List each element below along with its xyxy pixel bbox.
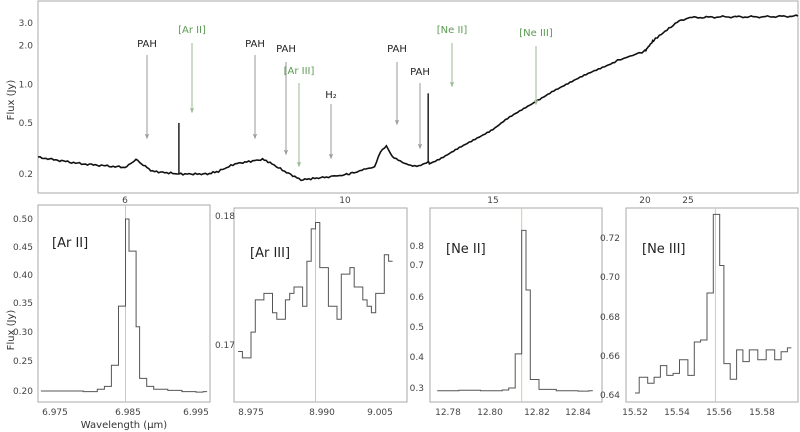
panel-xtick-label: 6.975	[42, 408, 68, 418]
panel-frame	[233, 207, 408, 403]
panel-ytick-label: 0.18	[215, 212, 235, 222]
overview-frame	[37, 0, 799, 194]
panel-ytick-label: 0.25	[13, 357, 33, 367]
panel-ytick-label: 0.45	[13, 243, 33, 253]
feature-annotation: PAH	[387, 44, 407, 126]
overview-ytick-label: 0.2	[19, 170, 33, 180]
arrow-head-icon	[145, 133, 149, 140]
annotation-label: [Ne II]	[437, 25, 468, 36]
zoom-panel-ne2: 0.8 0.7 0.6 0.5 0.4 0.3 12.78 12.80 12.82 12.84 [N…	[410, 207, 603, 418]
panel-xtick-label: 12.84	[565, 408, 591, 418]
overview-xtick-label: 6	[122, 196, 128, 206]
panel-title: [Ne II]	[446, 242, 486, 257]
overview-xtick-label: 25	[682, 196, 693, 206]
overview-xtick-label: 20	[639, 196, 651, 206]
feature-annotation: [Ne II]	[437, 25, 468, 88]
annotation-label: PAH	[410, 67, 430, 78]
panel-xtick-label: 12.78	[435, 408, 461, 418]
overview-xtick-label: 10	[339, 196, 351, 206]
panel-ytick-label: 0.72	[600, 234, 620, 244]
panel-ytick-label: 0.30	[13, 328, 33, 338]
panel-title: [Ne III]	[642, 242, 686, 257]
panel-ytick-label: 0.3	[410, 384, 424, 394]
feature-annotation: PAH	[410, 67, 430, 150]
panel-xtick-label: 12.80	[477, 408, 503, 418]
arrow-head-icon	[297, 161, 301, 168]
overview-spectrum-panel: 3.0 2.0 1.0 0.5 0.2 6 10 15 20 25 Flux (Jy) PAH [Ar …	[6, 0, 799, 206]
panel-ytick-label: 0.66	[600, 352, 620, 362]
overview-ytick-label: 1.0	[19, 80, 34, 90]
panel-ytick-label: 0.70	[600, 273, 620, 283]
panel-xtick-label: 15.54	[664, 408, 690, 418]
annotation-label: [Ne III]	[519, 28, 553, 39]
panel-xtick-label: 8.990	[309, 408, 335, 418]
panel-step-spectrum	[238, 222, 393, 359]
zoom-panels-xlabel: Wavelength (μm)	[81, 420, 168, 431]
overview-ytick-label: 0.5	[19, 119, 33, 129]
panel-ytick-label: 0.35	[13, 299, 33, 309]
arrow-head-icon	[418, 143, 422, 150]
feature-annotation: H₂	[325, 90, 337, 160]
feature-annotation: [Ne III]	[519, 28, 553, 106]
panel-xtick-label: 6.985	[115, 408, 141, 418]
panel-ytick-label: 0.6	[410, 293, 425, 303]
annotation-label: [Ar II]	[178, 25, 206, 36]
feature-annotation: PAH	[137, 39, 157, 140]
annotation-label: PAH	[387, 44, 407, 55]
panel-xtick-label: 8.975	[238, 408, 264, 418]
arrow-head-icon	[450, 81, 454, 88]
annotation-label: PAH	[245, 39, 265, 50]
panel-title: [Ar III]	[250, 246, 290, 261]
feature-annotation: [Ar III]	[284, 66, 315, 168]
panel-title: [Ar II]	[52, 236, 88, 251]
panel-step-spectrum	[40, 218, 208, 393]
panel-ytick-label: 0.17	[215, 341, 235, 351]
feature-annotation: [Ar II]	[178, 25, 206, 114]
panel-frame	[429, 207, 603, 403]
feature-annotation: PAH	[276, 44, 296, 156]
panel-ytick-label: 0.64	[600, 391, 620, 401]
overview-ytick-label: 3.0	[19, 19, 34, 29]
annotation-label: PAH	[137, 39, 157, 50]
panel-frame	[37, 204, 211, 403]
panel-xtick-label: 15.52	[622, 408, 648, 418]
zoom-panel-ar2: 0.50 0.45 0.40 0.35 0.30 0.25 0.20 6.975 6.985 6.…	[13, 204, 211, 418]
panel-step-spectrum	[437, 229, 593, 392]
annotation-label: H₂	[325, 90, 337, 101]
panel-xtick-label: 12.82	[524, 408, 550, 418]
panel-ytick-label: 0.40	[13, 271, 33, 281]
panel-xtick-label: 15.56	[706, 408, 732, 418]
overview-ytick-label: 2.0	[19, 42, 34, 52]
panel-ytick-label: 0.20	[13, 387, 33, 397]
panel-ytick-label: 0.50	[13, 215, 33, 225]
panel-ytick-label: 0.8	[410, 242, 425, 252]
panel-xtick-label: 15.58	[749, 408, 775, 418]
feature-annotation: PAH	[245, 39, 265, 140]
arrow-head-icon	[329, 153, 333, 160]
arrow-head-icon	[253, 133, 257, 140]
panel-ytick-label: 0.7	[410, 261, 424, 271]
annotation-label: PAH	[276, 44, 296, 55]
panel-ytick-label: 0.68	[600, 313, 620, 323]
overview-ylabel: Flux (Jy)	[6, 80, 17, 121]
arrow-head-icon	[534, 99, 538, 106]
zoom-panel-ar3: 0.18 0.17 8.975 8.990 9.005 [Ar III]	[215, 207, 408, 418]
arrow-head-icon	[395, 119, 399, 126]
arrow-head-icon	[284, 149, 288, 156]
panel-frame	[625, 207, 799, 403]
arrow-head-icon	[190, 107, 194, 114]
zoom-panels-ylabel: Flux (Jy)	[6, 310, 17, 351]
panel-xtick-label: 9.005	[367, 408, 393, 418]
panel-ytick-label: 0.4	[410, 353, 425, 363]
panel-step-spectrum	[635, 213, 792, 394]
panel-xtick-label: 6.995	[183, 408, 209, 418]
annotation-label: [Ar III]	[284, 66, 315, 77]
overview-xtick-label: 15	[487, 196, 498, 206]
panel-ytick-label: 0.5	[410, 323, 424, 333]
overview-spectrum-line	[37, 14, 799, 182]
